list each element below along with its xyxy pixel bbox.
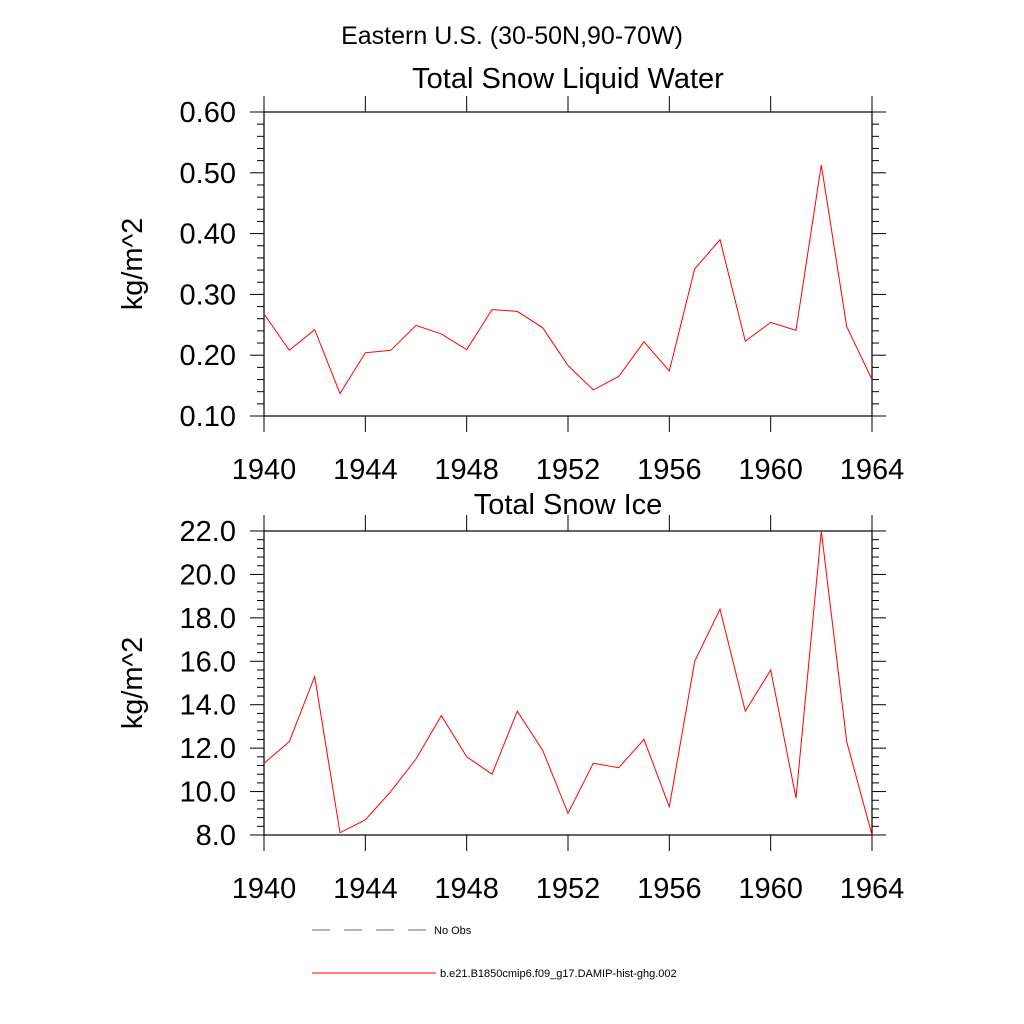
- y-tick-label: 0.30: [180, 279, 236, 311]
- x-tick-label: 1948: [434, 454, 499, 486]
- x-tick-label: 1964: [840, 454, 905, 486]
- plot-frame: [263, 530, 873, 836]
- panel-snow-liquid-water: Total Snow Liquid Water 1940 1944 1948 1952 1…: [117, 63, 904, 486]
- y-tick-label: 22.0: [180, 516, 236, 548]
- panel-title: Total Snow Liquid Water: [412, 63, 724, 95]
- x-tick-label: 1952: [536, 454, 601, 486]
- y-tick-label: 8.0: [196, 820, 236, 852]
- x-tick-label: 1944: [333, 873, 398, 905]
- y-tick-label: 0.40: [180, 219, 236, 251]
- x-tick-label: 1940: [232, 454, 297, 486]
- y-tick-label: 0.60: [180, 97, 236, 129]
- figure-suptitle: Eastern U.S. (30-50N,90-70W): [341, 22, 683, 50]
- series-line: [263, 164, 873, 395]
- x-tick-label: 1948: [434, 873, 499, 905]
- y-tick-label: 14.0: [180, 690, 236, 722]
- x-tick-label: 1960: [738, 454, 803, 486]
- x-tick-label: 1940: [232, 873, 297, 905]
- plot-frame: [263, 111, 873, 417]
- legend-label-no-obs: No Obs: [434, 925, 472, 937]
- y-tick-label: 16.0: [180, 646, 236, 678]
- x-tick-label: 1956: [637, 454, 702, 486]
- y-tick-label: 12.0: [180, 733, 236, 765]
- y-tick-label: 20.0: [180, 559, 236, 591]
- x-tick-label: 1960: [738, 873, 803, 905]
- y-tick-label: 0.20: [180, 340, 236, 372]
- x-tick-label: 1952: [536, 873, 601, 905]
- series-line: [263, 530, 873, 836]
- y-tick-label: 0.50: [180, 158, 236, 190]
- x-tick-label: 1964: [840, 873, 905, 905]
- legend: No Obs b.e21.B1850cmip6.f09_g17.DAMIP-hi…: [312, 925, 677, 980]
- y-axis-title: kg/m^2: [117, 637, 149, 730]
- legend-label-model-run: b.e21.B1850cmip6.f09_g17.DAMIP-hist-ghg.…: [440, 968, 677, 980]
- y-tick-label: 0.10: [180, 401, 236, 433]
- y-tick-label: 18.0: [180, 603, 236, 635]
- y-tick-label: 10.0: [180, 777, 236, 809]
- x-tick-label: 1956: [637, 873, 702, 905]
- y-axis-title: kg/m^2: [117, 218, 149, 311]
- x-tick-label: 1944: [333, 454, 398, 486]
